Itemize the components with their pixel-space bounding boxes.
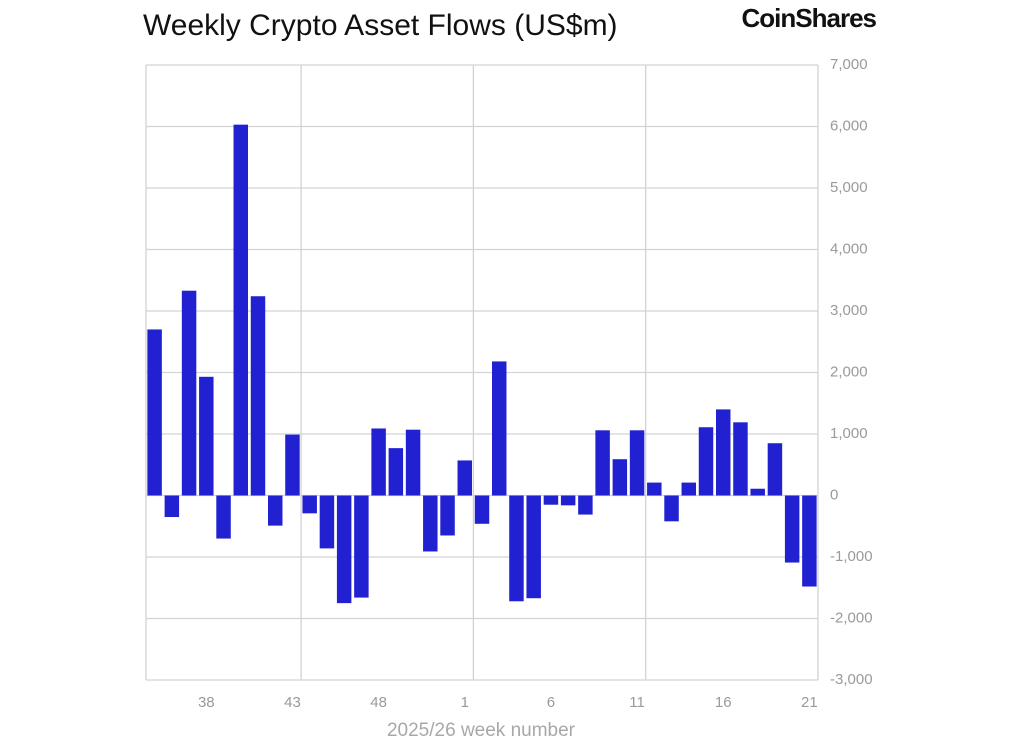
bar [750,488,765,496]
x-tick-label: 6 [547,694,555,711]
x-tick-label: 48 [370,694,387,711]
bar [388,448,404,496]
y-tick-label: -1,000 [830,548,873,565]
bar [647,482,662,496]
chart-title: Weekly Crypto Asset Flows (US$m) [143,9,618,42]
y-tick-label: -2,000 [830,609,873,626]
x-tick-label: 43 [284,694,301,711]
bar [509,495,524,602]
bar [336,495,352,604]
bar [715,409,731,496]
y-tick-label: 6,000 [830,117,868,134]
bar [578,495,593,515]
y-tick-label: 1,000 [830,425,868,442]
bar [164,495,180,518]
bar [474,495,490,524]
bar [491,361,507,496]
bar [698,427,714,496]
bar [681,482,697,496]
y-tick-label: 4,000 [830,240,868,257]
bar [199,376,214,496]
bar [405,429,421,496]
y-tick-label: 2,000 [830,363,868,380]
bar [267,495,283,526]
y-tick-label: 3,000 [830,302,868,319]
bar [181,290,197,496]
bar [543,495,559,505]
bar [250,296,266,496]
bar [595,430,610,496]
bar [285,434,300,496]
bar [629,430,645,496]
bar [371,428,386,496]
bar [233,124,249,496]
bar [767,443,783,496]
x-tick-label: 38 [198,694,215,711]
bar [784,495,800,563]
bar [664,495,679,522]
bar [526,495,541,599]
y-tick-label: 0 [830,486,838,503]
x-tick-label: 11 [629,694,645,711]
bar [612,459,628,496]
bar [302,495,317,514]
bar [457,460,473,496]
bar [354,495,369,598]
x-tick-label: 21 [801,694,818,711]
y-tick-label: 7,000 [830,56,868,73]
bar [802,495,817,587]
y-tick-label: -3,000 [830,671,873,688]
bar [733,422,748,496]
x-axis-label: 2025/26 week number [387,720,576,741]
x-tick-label: 1 [461,694,469,711]
logo: CoinShares [742,3,877,33]
y-tick-label: 5,000 [830,179,868,196]
bar [319,495,335,549]
bar [560,495,576,506]
x-tick-label: 16 [715,694,732,711]
bar [216,495,231,539]
bar [440,495,455,536]
bar [147,329,162,496]
bar [423,495,438,552]
